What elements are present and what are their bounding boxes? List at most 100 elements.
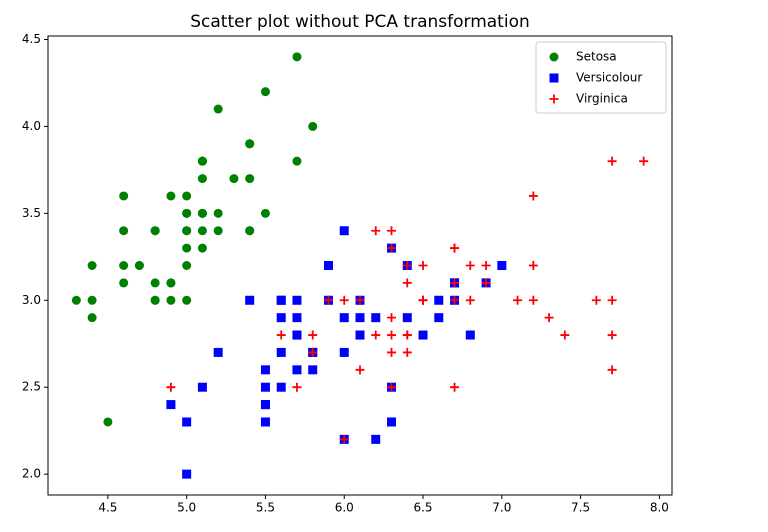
- point: [276, 347, 286, 357]
- point: [213, 208, 223, 218]
- point: [166, 295, 176, 305]
- point: [166, 278, 176, 288]
- point: [245, 139, 255, 149]
- point: [434, 313, 444, 323]
- point: [260, 208, 270, 218]
- point: [260, 417, 270, 427]
- point: [197, 174, 207, 184]
- point: [182, 417, 192, 427]
- point: [434, 295, 444, 305]
- point: [260, 382, 270, 392]
- point: [260, 87, 270, 97]
- point: [355, 295, 365, 305]
- point: [276, 313, 286, 323]
- point: [607, 156, 617, 166]
- point: [292, 382, 302, 392]
- x-tick-label: 6.5: [413, 501, 432, 515]
- point: [292, 330, 302, 340]
- point: [339, 295, 349, 305]
- point: [607, 365, 617, 375]
- point: [87, 261, 97, 270]
- point: [387, 330, 397, 340]
- point: [339, 347, 349, 357]
- point: [355, 330, 365, 340]
- point: [197, 156, 207, 166]
- point: [245, 295, 255, 305]
- legend-marker: [549, 73, 559, 83]
- point: [308, 365, 318, 375]
- point: [166, 382, 176, 392]
- point: [402, 313, 412, 323]
- point: [513, 295, 523, 305]
- point: [481, 278, 491, 288]
- x-tick-label: 8.0: [650, 501, 669, 515]
- point: [308, 121, 318, 131]
- point: [308, 330, 318, 340]
- point: [166, 400, 176, 410]
- point: [87, 313, 97, 323]
- point: [150, 295, 160, 305]
- point: [292, 365, 302, 375]
- point: [528, 295, 538, 305]
- point: [371, 313, 381, 323]
- y-tick-label: 4.5: [22, 32, 41, 46]
- point: [339, 226, 349, 236]
- point: [182, 208, 192, 218]
- point: [276, 382, 286, 392]
- plot-frame: [47, 35, 673, 496]
- point: [134, 261, 144, 270]
- point: [339, 434, 349, 444]
- point: [465, 330, 475, 340]
- point: [260, 365, 270, 375]
- point: [276, 295, 286, 305]
- point: [418, 261, 428, 270]
- y-tick-label: 2.0: [22, 467, 41, 481]
- point: [402, 278, 412, 288]
- point: [87, 295, 97, 305]
- point: [229, 174, 239, 184]
- point: [197, 226, 207, 236]
- point: [418, 295, 428, 305]
- point: [245, 174, 255, 184]
- point: [197, 243, 207, 253]
- point: [213, 226, 223, 236]
- point: [119, 278, 129, 288]
- point: [323, 295, 333, 305]
- legend-label: Versicolour: [576, 71, 642, 85]
- point: [292, 52, 302, 62]
- point: [292, 295, 302, 305]
- point: [497, 261, 507, 270]
- point: [371, 226, 381, 236]
- point: [387, 417, 397, 427]
- point: [103, 417, 113, 427]
- point: [402, 330, 412, 340]
- point: [387, 226, 397, 236]
- legend-box: [535, 41, 667, 114]
- legend-marker: [549, 94, 559, 104]
- point: [528, 191, 538, 201]
- point: [292, 156, 302, 166]
- point: [197, 208, 207, 218]
- point: [166, 191, 176, 201]
- point: [119, 261, 129, 270]
- point: [528, 261, 538, 270]
- point: [182, 191, 192, 201]
- point: [418, 330, 428, 340]
- point: [607, 330, 617, 340]
- point: [182, 243, 192, 253]
- point: [450, 278, 460, 288]
- point: [607, 295, 617, 305]
- point: [371, 434, 381, 444]
- x-tick-label: 7.0: [492, 501, 511, 515]
- x-tick-label: 5.0: [177, 501, 196, 515]
- point: [355, 365, 365, 375]
- point: [355, 313, 365, 323]
- chart-title: Scatter plot without PCA transformation: [190, 12, 530, 32]
- point: [544, 313, 554, 323]
- point: [119, 191, 129, 201]
- point: [387, 347, 397, 357]
- point: [450, 243, 460, 253]
- point: [150, 226, 160, 236]
- point: [387, 382, 397, 392]
- point: [197, 382, 207, 392]
